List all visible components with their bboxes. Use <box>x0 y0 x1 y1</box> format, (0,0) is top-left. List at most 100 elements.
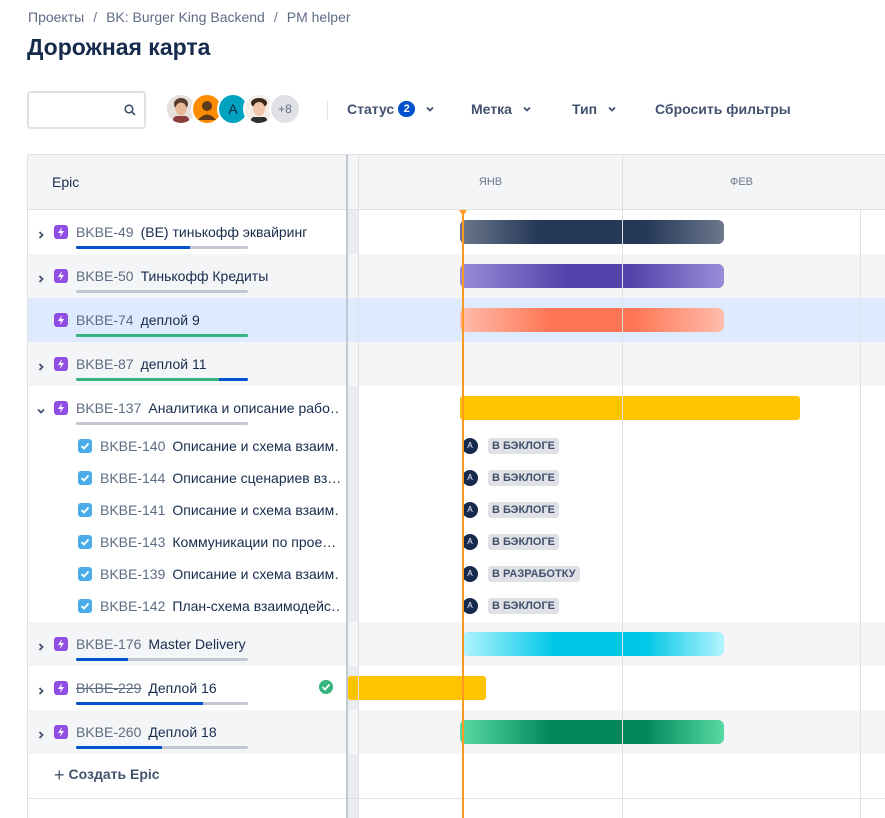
issue-key: BKBE-144 <box>100 470 166 486</box>
epic-title[interactable]: BKBE-137 Аналитика и описание рабо… <box>76 400 340 416</box>
roadmap-board: Epic BKBE-49 (BE) тинькофф эквайринг BKBE-… <box>27 154 885 818</box>
epic-icon <box>54 401 68 415</box>
timeline-row: A В БЭКЛОГЕ <box>348 462 885 494</box>
status-lozenge: В БЭКЛОГЕ <box>488 470 560 486</box>
issue-row[interactable]: BKBE-139 Описание и схема взаим… <box>28 558 346 590</box>
month-gridline <box>622 210 623 818</box>
epic-timeline-bar[interactable] <box>462 632 724 656</box>
breadcrumb: Проекты / BK: Burger King Backend / PM helpe… <box>28 9 351 25</box>
label-filter-label: Метка <box>471 101 512 117</box>
issue-name: План-схема взаимодейс… <box>172 598 340 614</box>
epic-title[interactable]: BKBE-176 Master Delivery <box>76 636 246 652</box>
epic-title[interactable]: BKBE-260 Деплой 18 <box>76 724 217 740</box>
chevron-right-icon[interactable] <box>36 271 46 283</box>
issue-title[interactable]: BKBE-139 Описание и схема взаим… <box>100 566 340 582</box>
breadcrumb-projects[interactable]: Проекты <box>28 9 85 25</box>
epic-name: деплой 9 <box>140 312 200 328</box>
epic-timeline-bar[interactable] <box>460 720 724 744</box>
avatar[interactable]: A <box>217 93 249 125</box>
chevron-right-icon[interactable] <box>36 639 46 651</box>
status-filter-button[interactable]: Статус 2 <box>347 101 435 117</box>
chevron-down-icon[interactable] <box>36 403 46 414</box>
timeline-row: A В БЭКЛОГЕ <box>348 526 885 558</box>
epic-row[interactable]: BKBE-260 Деплой 18 <box>28 710 346 754</box>
timeline-row <box>348 342 885 386</box>
search-field[interactable] <box>27 91 146 129</box>
chevron-right-icon[interactable] <box>36 359 46 371</box>
toolbar-divider <box>327 101 328 119</box>
create-epic-button[interactable]: + Создать Epic <box>54 765 160 786</box>
assignee-avatar: A <box>462 598 478 614</box>
issue-title[interactable]: BKBE-141 Описание и схема взаим… <box>100 502 340 518</box>
epic-timeline-bar[interactable] <box>460 396 800 420</box>
issue-row[interactable]: BKBE-143 Коммуникации по прое… <box>28 526 346 558</box>
epic-title[interactable]: BKBE-229 Деплой 16 <box>76 680 217 696</box>
epic-row[interactable]: BKBE-50 Тинькофф Кредиты <box>28 254 346 298</box>
epic-key: BKBE-229 <box>76 680 142 696</box>
epic-title[interactable]: BKBE-87 деплой 11 <box>76 356 207 372</box>
timeline-row: A В БЭКЛОГЕ <box>348 494 885 526</box>
month-gridline <box>860 210 861 818</box>
epic-timeline-bar[interactable] <box>348 676 486 700</box>
status-filter-label: Статус <box>347 101 395 117</box>
timeline-row <box>348 666 885 710</box>
issue-name: Описание и схема взаим… <box>172 566 340 582</box>
epic-icon <box>54 637 68 651</box>
assignee-avatar: A <box>462 534 478 550</box>
breadcrumb-board[interactable]: PM helper <box>286 9 351 25</box>
breadcrumb-project[interactable]: BK: Burger King Backend <box>106 9 265 25</box>
task-checkbox-icon <box>78 567 92 581</box>
chevron-right-icon[interactable] <box>36 683 46 695</box>
epic-progress-bar <box>76 378 248 381</box>
epic-name: Деплой 16 <box>148 680 217 696</box>
issue-row[interactable]: BKBE-144 Описание сценариев вз… <box>28 462 346 494</box>
more-avatars-button[interactable]: +8 <box>269 93 301 125</box>
epic-progress-bar <box>76 334 248 337</box>
epic-progress-bar <box>76 702 248 705</box>
epic-timeline-bar[interactable] <box>460 220 724 244</box>
issue-title[interactable]: BKBE-140 Описание и схема взаим… <box>100 438 340 454</box>
type-filter-button[interactable]: Тип <box>572 101 617 117</box>
chevron-down-icon <box>523 106 531 112</box>
epic-name: Аналитика и описание рабо… <box>148 400 340 416</box>
issue-title[interactable]: BKBE-142 План-схема взаимодейс… <box>100 598 340 614</box>
epic-title[interactable]: BKBE-49 (BE) тинькофф эквайринг <box>76 224 307 240</box>
epic-row[interactable]: BKBE-137 Аналитика и описание рабо… <box>28 386 346 430</box>
status-lozenge: В БЭКЛОГЕ <box>488 502 560 518</box>
issue-key: BKBE-141 <box>100 502 166 518</box>
epic-progress-bar <box>76 290 248 293</box>
issue-title[interactable]: BKBE-144 Описание сценариев вз… <box>100 470 340 486</box>
epic-row[interactable]: BKBE-87 деплой 11 <box>28 342 346 386</box>
search-input[interactable] <box>35 93 125 127</box>
epic-row[interactable]: BKBE-74 деплой 9 <box>28 298 346 342</box>
user-photo-icon <box>245 95 273 123</box>
status-lozenge: В РАЗРАБОТКУ <box>488 566 580 582</box>
plus-icon: + <box>54 765 65 785</box>
epic-icon <box>54 225 68 239</box>
timeline-row <box>348 210 885 254</box>
chevron-right-icon[interactable] <box>36 227 46 239</box>
timeline-row: A В РАЗРАБОТКУ <box>348 558 885 590</box>
assignee-avatar: A <box>462 502 478 518</box>
epic-row[interactable]: BKBE-49 (BE) тинькофф эквайринг <box>28 210 346 254</box>
avatar-initial: A <box>228 101 238 117</box>
label-filter-button[interactable]: Метка <box>471 101 532 117</box>
timeline-row <box>348 298 885 342</box>
progress-inprogress-fill <box>218 378 248 381</box>
epic-row[interactable]: BKBE-229 Деплой 16 <box>28 666 346 710</box>
issue-row[interactable]: BKBE-142 План-схема взаимодейс… <box>28 590 346 622</box>
epic-timeline-bar[interactable] <box>460 264 724 288</box>
epic-title[interactable]: BKBE-74 деплой 9 <box>76 312 200 328</box>
assignee-avatar: A <box>462 566 478 582</box>
create-epic-label: Создать Epic <box>68 766 160 782</box>
issue-title[interactable]: BKBE-143 Коммуникации по прое… <box>100 534 336 550</box>
epic-timeline-bar[interactable] <box>460 308 724 332</box>
chevron-right-icon[interactable] <box>36 727 46 739</box>
reset-filters-button[interactable]: Сбросить фильтры <box>655 101 791 117</box>
issue-row[interactable]: BKBE-141 Описание и схема взаим… <box>28 494 346 526</box>
epic-icon <box>54 313 68 327</box>
epic-title[interactable]: BKBE-50 Тинькофф Кредиты <box>76 268 268 284</box>
epic-row[interactable]: BKBE-176 Master Delivery <box>28 622 346 666</box>
chevron-down-icon <box>608 106 616 112</box>
issue-row[interactable]: BKBE-140 Описание и схема взаим… <box>28 430 346 462</box>
